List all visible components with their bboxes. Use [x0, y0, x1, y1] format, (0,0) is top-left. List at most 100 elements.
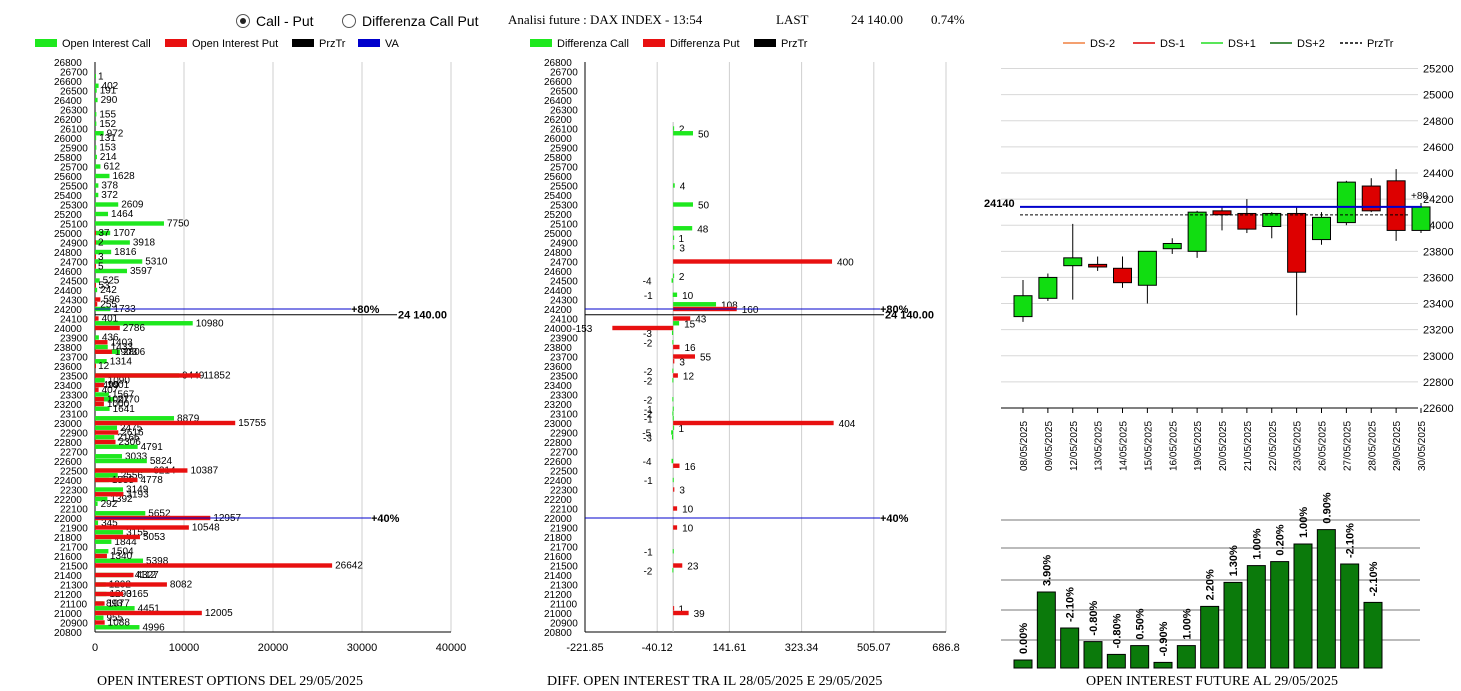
call-diff-neg-bar-label: -1 — [644, 291, 653, 302]
call-bar — [95, 444, 138, 449]
put-diff-bar — [673, 506, 678, 511]
y-tick-label-right: 25000 — [1423, 90, 1454, 102]
y-tick-label-mid: 22600 — [544, 457, 572, 468]
legend-label-right-1: DS-1 — [1160, 38, 1185, 50]
y-tick-label: 26000 — [54, 134, 82, 145]
put-bar-label: 3165 — [126, 589, 149, 600]
y-tick-label: 25800 — [54, 153, 82, 164]
call-bar-label: 499 — [102, 380, 119, 391]
y-tick-label: 21600 — [54, 552, 82, 563]
x-tick-label: 20000 — [258, 642, 289, 654]
y-tick-label-right: 24800 — [1423, 116, 1454, 128]
y-tick-label: 23900 — [60, 334, 88, 345]
call-bar — [95, 606, 135, 611]
put-diff-bar — [673, 316, 691, 321]
call-bar-label: 2556 — [121, 470, 144, 481]
przTr-label-right: 24140 — [984, 198, 1015, 210]
y-tick-label-mid: 21800 — [544, 533, 572, 544]
future-oi-bar-label: 1.30% — [1228, 545, 1240, 576]
put-bar-label: 3 — [98, 252, 104, 263]
przTr-label: 24 140.00 — [398, 310, 447, 322]
x-tick-label-right: 12/05/2025 — [1069, 421, 1080, 471]
y-tick-label-mid: 21000 — [544, 609, 572, 620]
call-bar — [95, 192, 99, 198]
call-diff-bar-label: 1 — [679, 234, 685, 245]
future-oi-bar — [1130, 645, 1150, 669]
y-tick-label-mid: 22400 — [544, 476, 572, 487]
y-tick-label: 23400 — [54, 381, 82, 392]
y-tick-label-mid: 23200 — [544, 400, 572, 411]
put-bar-label: 10387 — [190, 466, 218, 477]
y-tick-label: 23100 — [60, 410, 88, 421]
put-diff-bar-label: 23 — [687, 562, 699, 573]
candle-body — [1113, 267, 1132, 284]
put-bar — [95, 601, 105, 606]
y-tick-label-mid: 25600 — [544, 172, 572, 183]
call-bar-label: 7750 — [167, 219, 190, 230]
call-bar — [95, 530, 124, 535]
put-diff-bar-label: 12 — [683, 372, 695, 383]
call-diff-bar-label: 2 — [679, 272, 685, 283]
call-diff-neg-bar-label: -4 — [643, 277, 652, 288]
legend-swatch-3 — [358, 39, 380, 47]
call-bar — [95, 473, 118, 478]
y-tick-label: 23000 — [54, 419, 82, 430]
x-tick-label-right: 19/05/2025 — [1193, 421, 1204, 471]
future-oi-bar-label: -2.10% — [1065, 587, 1077, 622]
y-tick-label: 22900 — [60, 429, 88, 440]
y-tick-label: 26200 — [54, 115, 82, 126]
future-oi-bar-label: 0.90% — [1321, 492, 1333, 523]
call-bar — [95, 549, 109, 554]
call-bar — [95, 397, 115, 402]
call-bar — [95, 145, 97, 150]
future-oi-bar-label: 1.00% — [1251, 528, 1263, 559]
y-tick-label-mid: 23900 — [550, 334, 578, 345]
put-diff-bar — [673, 463, 680, 468]
va-label: +80% — [351, 304, 380, 316]
call-diff-bar — [673, 292, 678, 297]
legend-swatch-mid-0 — [530, 39, 552, 47]
radio-differenza-label: Differenza Call Put — [362, 13, 479, 29]
call-bar-label: 1844 — [114, 537, 137, 548]
call-diff-bar — [673, 226, 693, 231]
y-tick-label-right: 24000 — [1423, 220, 1454, 232]
put-bar — [95, 397, 104, 402]
call-bar — [95, 112, 97, 117]
call-bar — [95, 183, 99, 188]
call-diff-neg-bar-label: -1 — [644, 414, 653, 425]
future-oi-bar — [1083, 641, 1103, 669]
call-bar-label: 1433 — [111, 342, 134, 353]
put-bar — [95, 610, 202, 616]
call-bar — [95, 88, 97, 93]
call-bar-label: 4112 — [135, 570, 157, 581]
y-tick-label-mid: 26800 — [544, 58, 572, 69]
call-diff-neg-bar-label: -2 — [643, 410, 652, 421]
call-diff-neg-bar-label: -2 — [643, 566, 652, 577]
radio-call-put[interactable]: Call - Put — [236, 13, 314, 29]
x-tick-label-mid: 686.8 — [932, 642, 960, 654]
call-bar-label: 3918 — [133, 238, 156, 249]
call-bar-label: 214 — [100, 152, 117, 163]
call-bar — [95, 97, 98, 103]
change-percent: 0.74% — [931, 12, 965, 27]
radio-differenza[interactable]: Differenza Call Put — [342, 13, 478, 29]
put-bar-label: 1077 — [108, 599, 131, 610]
put-bar-label: 5 — [98, 261, 104, 272]
va-label-right: +80 — [1411, 191, 1428, 202]
header-bar: Call - Put Differenza Call Put Analisi f… — [0, 0, 1461, 36]
legend-swatch-mid-1 — [643, 39, 665, 47]
y-tick-label: 25500 — [60, 182, 88, 193]
y-tick-label-mid: 23800 — [544, 343, 572, 354]
future-oi-bar — [1293, 543, 1313, 669]
legend-label-0: Open Interest Call — [62, 38, 151, 50]
y-tick-label: 22000 — [54, 514, 82, 525]
put-bar — [95, 492, 124, 497]
call-diff-neg-bar — [671, 278, 674, 283]
put-bar — [95, 572, 134, 578]
y-tick-label-mid: 25100 — [550, 220, 578, 231]
call-diff-neg-bar-label: -2 — [643, 338, 652, 349]
put-bar-label: 4327 — [137, 570, 160, 581]
put-bar — [95, 401, 104, 407]
call-diff-neg-bar — [672, 568, 674, 573]
y-tick-label: 26400 — [54, 96, 82, 107]
